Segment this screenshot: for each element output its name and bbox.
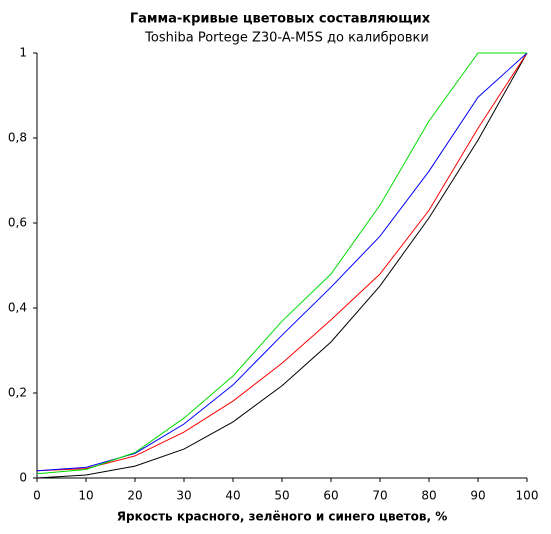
x-tick-label: 20	[127, 489, 142, 503]
x-tick-label: 60	[323, 489, 338, 503]
chart-title: Гамма-кривые цветовых составляющих	[130, 12, 431, 27]
series-line	[36, 52, 528, 472]
x-tick-label: 0	[33, 489, 41, 503]
chart-subtitle: Toshiba Portege Z30-A-M5S до калибровки	[144, 31, 429, 46]
y-tick-label: 0,6	[8, 216, 27, 230]
y-tick-label: 0,2	[8, 386, 27, 400]
y-tick-label: 1	[19, 46, 27, 60]
x-tick-label: 80	[421, 489, 436, 503]
y-tick-label: 0,8	[8, 131, 27, 145]
x-tick-label: 100	[516, 489, 539, 503]
y-tick-label: 0,4	[8, 301, 27, 315]
series-line	[36, 52, 528, 472]
series-line	[36, 52, 528, 479]
x-tick-label: 10	[78, 489, 93, 503]
x-axis-label: Яркость красного, зелёного и синего цвет…	[117, 510, 447, 524]
x-tick-label: 90	[470, 489, 485, 503]
x-tick-label: 30	[176, 489, 191, 503]
x-tick-label: 50	[274, 489, 289, 503]
y-tick-label: 0	[19, 471, 27, 485]
series-line	[36, 52, 527, 475]
x-tick-label: 40	[225, 489, 240, 503]
x-tick-label: 70	[372, 489, 387, 503]
